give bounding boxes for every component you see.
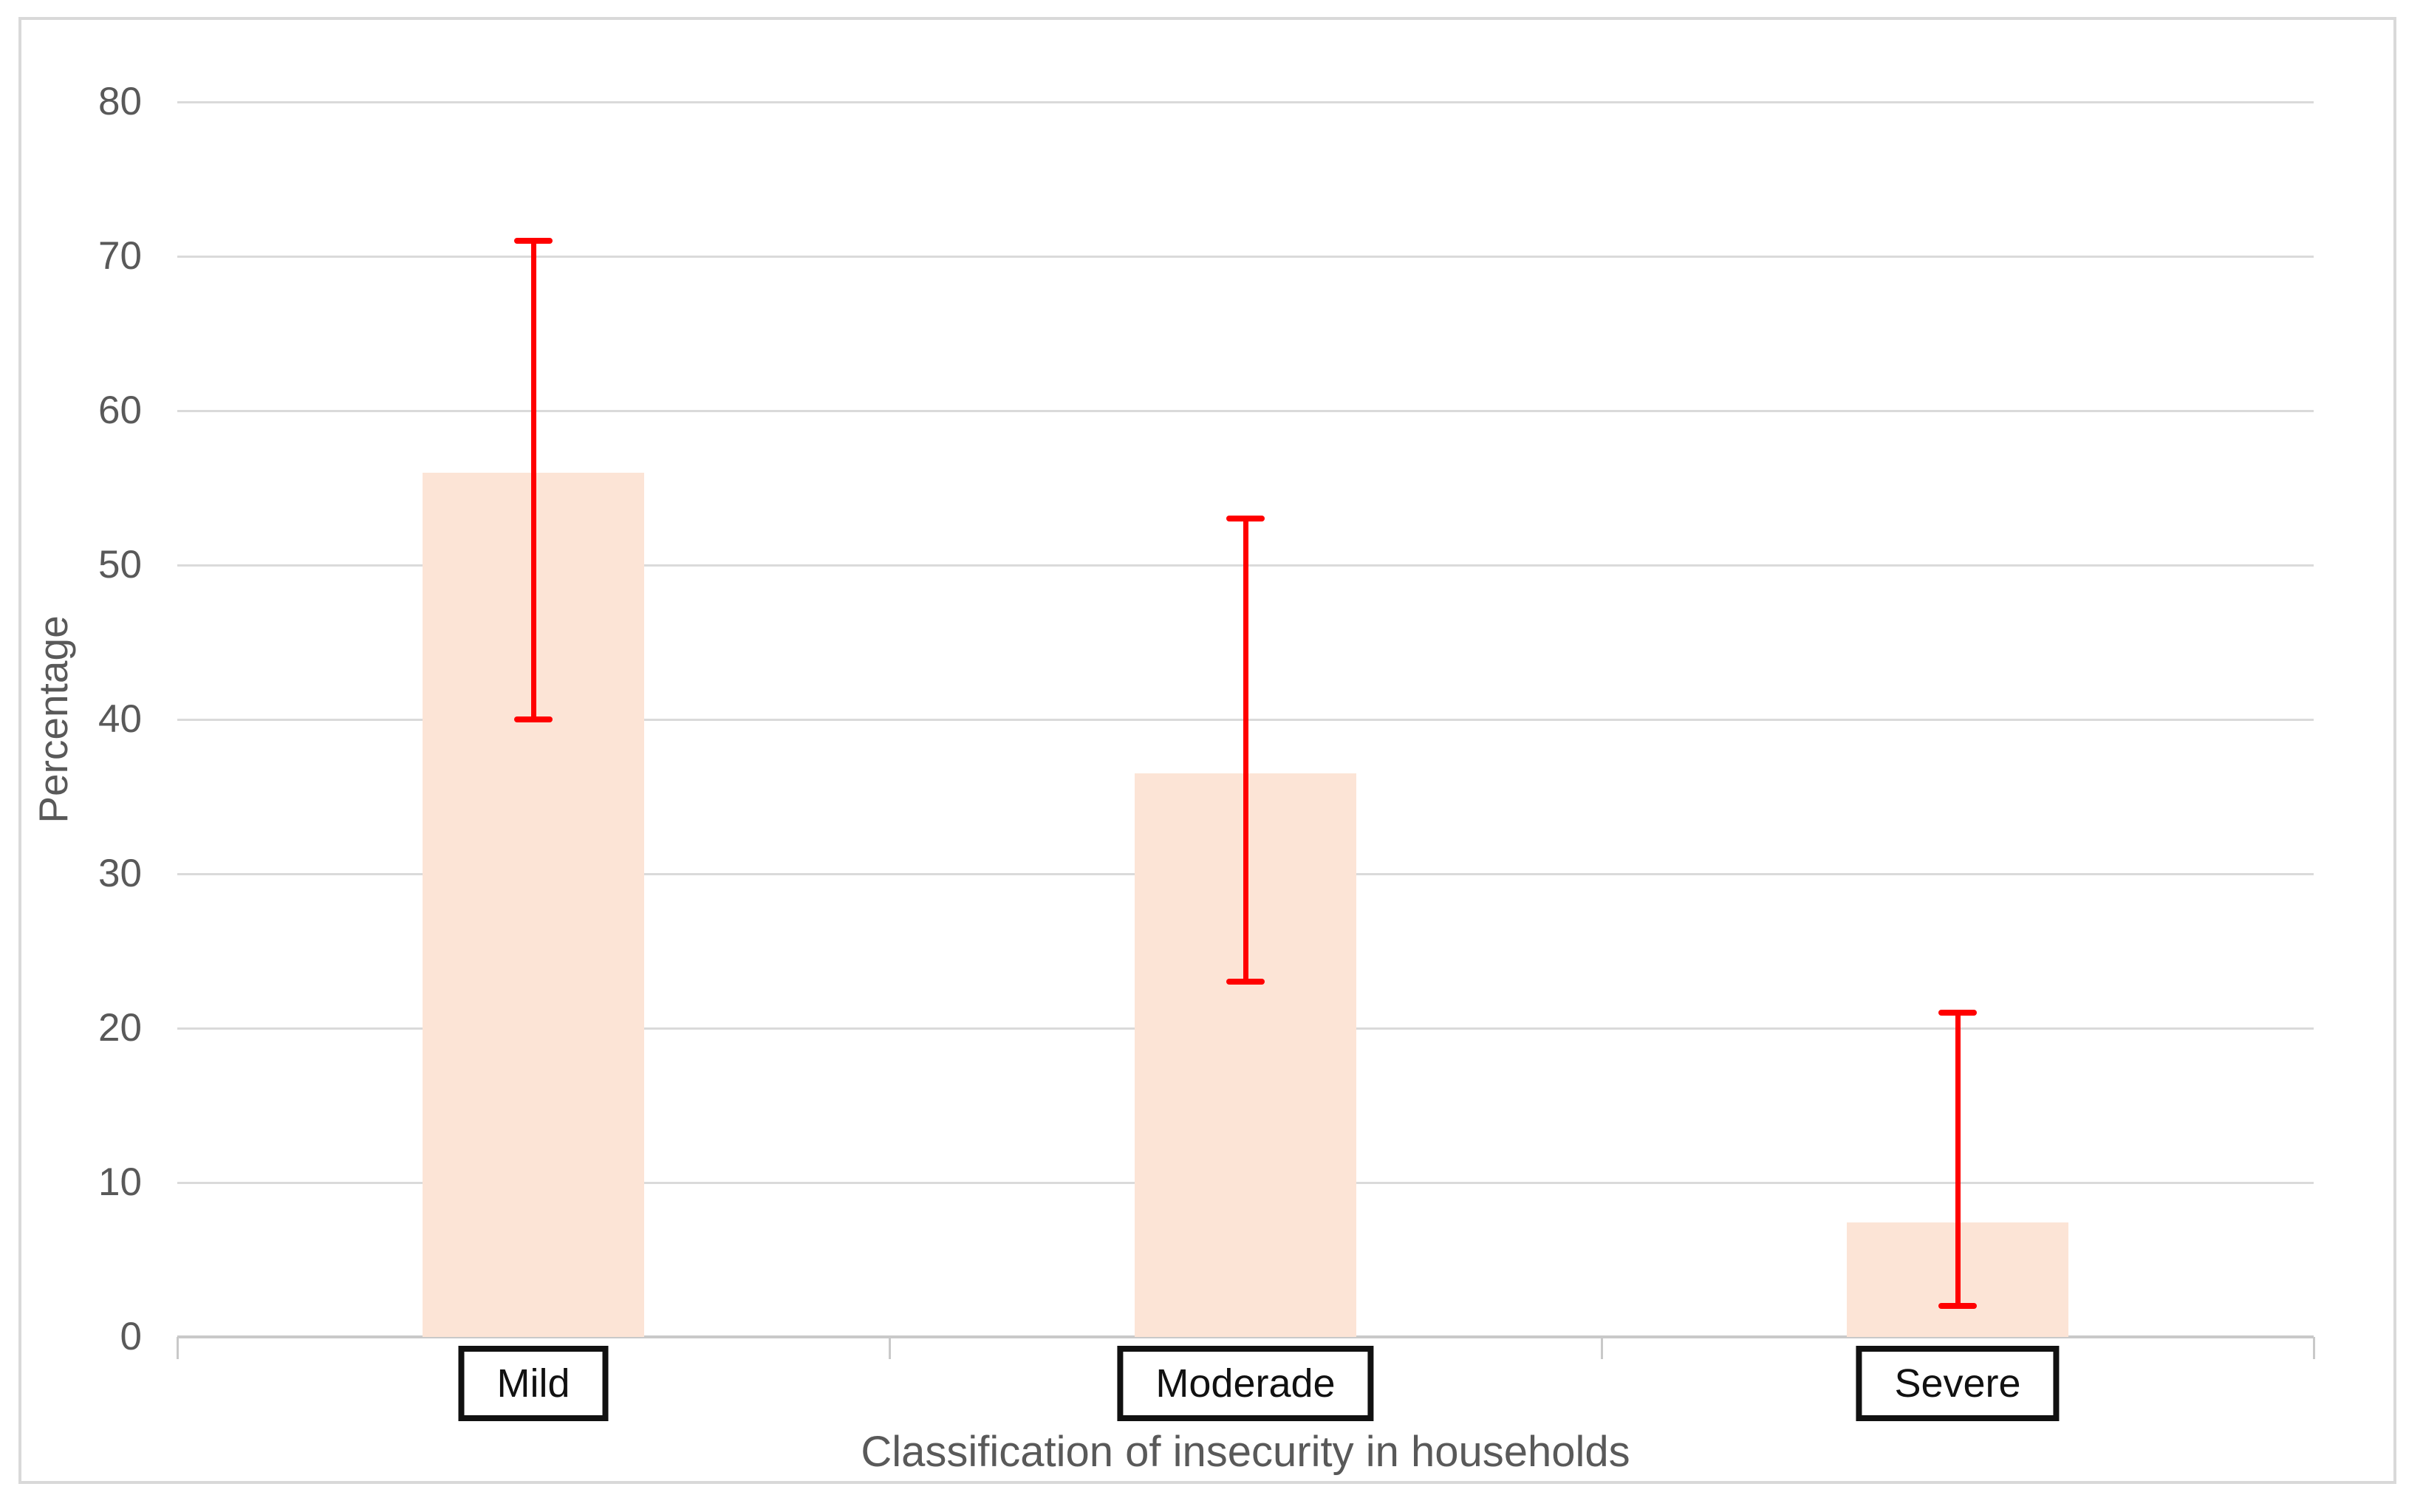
error-bar-cap-top [1938,1010,1977,1016]
error-bar-cap-bottom [1938,1303,1977,1310]
y-tick-label: 40 [98,697,142,741]
x-axis-tick [888,1337,891,1359]
category-label-severe: Severe [1856,1346,2060,1421]
y-tick-label: 10 [98,1160,142,1204]
error-bar-line [1243,519,1248,982]
error-bar-cap-bottom [1226,979,1265,985]
error-bar-cap-top [1226,516,1265,522]
y-tick-label: 60 [98,389,142,432]
y-tick-label: 0 [120,1315,142,1358]
error-bar-line [530,241,536,719]
y-gridline [177,100,2314,103]
x-axis-tick [1600,1337,1603,1359]
x-axis-tick [176,1337,179,1359]
y-tick-label: 80 [98,80,142,123]
y-tick-label: 50 [98,543,142,586]
plot-area [176,100,2315,1359]
x-axis-baseline [177,1335,2314,1338]
x-axis-tick [2312,1337,2315,1359]
y-gridline [177,409,2314,412]
error-bar-cap-bottom [514,716,553,722]
error-bar-line [1955,1013,1961,1307]
x-axis-title: Classification of insecurity in househol… [861,1428,1630,1476]
y-tick-label: 70 [98,234,142,278]
y-gridline [177,255,2314,258]
error-bar-cap-top [514,238,553,244]
y-tick-label: 20 [98,1006,142,1050]
category-label-mild: Mild [458,1346,609,1421]
y-tick-label: 30 [98,852,142,895]
category-label-moderade: Moderade [1117,1346,1374,1421]
